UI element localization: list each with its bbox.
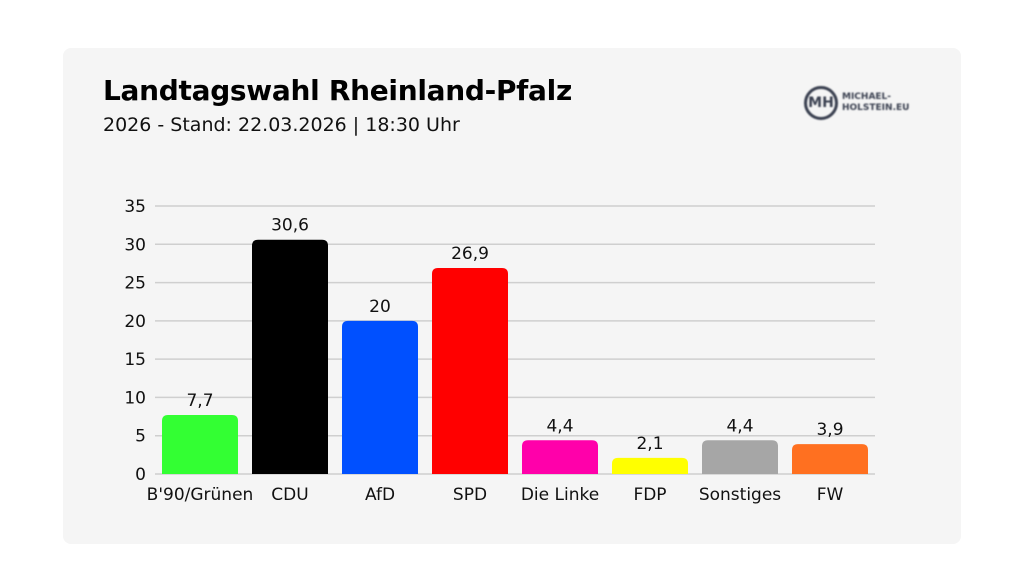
y-tick-label: 30 <box>124 235 146 255</box>
chart-subtitle: 2026 - Stand: 22.03.2026 | 18:30 Uhr <box>103 114 460 136</box>
bar-spd <box>432 268 508 474</box>
bar-fw <box>792 444 868 474</box>
x-tick-label: SPD <box>453 485 487 505</box>
y-tick-label: 0 <box>135 465 146 485</box>
logo-monogram: MH <box>804 86 838 120</box>
bar-cdu <box>252 239 328 474</box>
brand-logo: MH MICHAEL-HOLSTEIN.EU <box>804 86 932 120</box>
x-tick-label: Sonstiges <box>699 485 781 505</box>
data-label: 3,9 <box>816 420 843 440</box>
y-tick-label: 35 <box>124 197 146 217</box>
x-tick-label: FW <box>817 485 844 505</box>
x-tick-label: FDP <box>633 485 666 505</box>
data-label: 2,1 <box>636 434 663 454</box>
x-tick-label: B'90/Grünen <box>147 485 254 505</box>
data-label: 20 <box>369 297 391 317</box>
bar-sonstiges <box>702 440 778 474</box>
data-label: 26,9 <box>451 244 489 264</box>
y-tick-label: 25 <box>124 274 146 294</box>
logo-text: MICHAEL-HOLSTEIN.EU <box>842 92 910 113</box>
x-tick-label: CDU <box>271 485 308 505</box>
bar-die-linke <box>522 440 598 474</box>
chart-title: Landtagswahl Rheinland-Pfalz <box>103 74 572 107</box>
y-tick-label: 10 <box>124 388 146 408</box>
y-tick-label: 20 <box>124 312 146 332</box>
y-tick-label: 5 <box>135 427 146 447</box>
x-tick-label: AfD <box>365 485 395 505</box>
bar-afd <box>342 320 418 474</box>
data-label: 4,4 <box>726 416 753 436</box>
data-label: 4,4 <box>546 416 573 436</box>
y-tick-label: 15 <box>124 350 146 370</box>
data-label: 7,7 <box>186 391 213 411</box>
x-tick-label: Die Linke <box>521 485 599 505</box>
bar-fdp <box>612 457 688 474</box>
bar-b-90-gr-nen <box>162 415 238 474</box>
data-label: 30,6 <box>271 216 309 236</box>
